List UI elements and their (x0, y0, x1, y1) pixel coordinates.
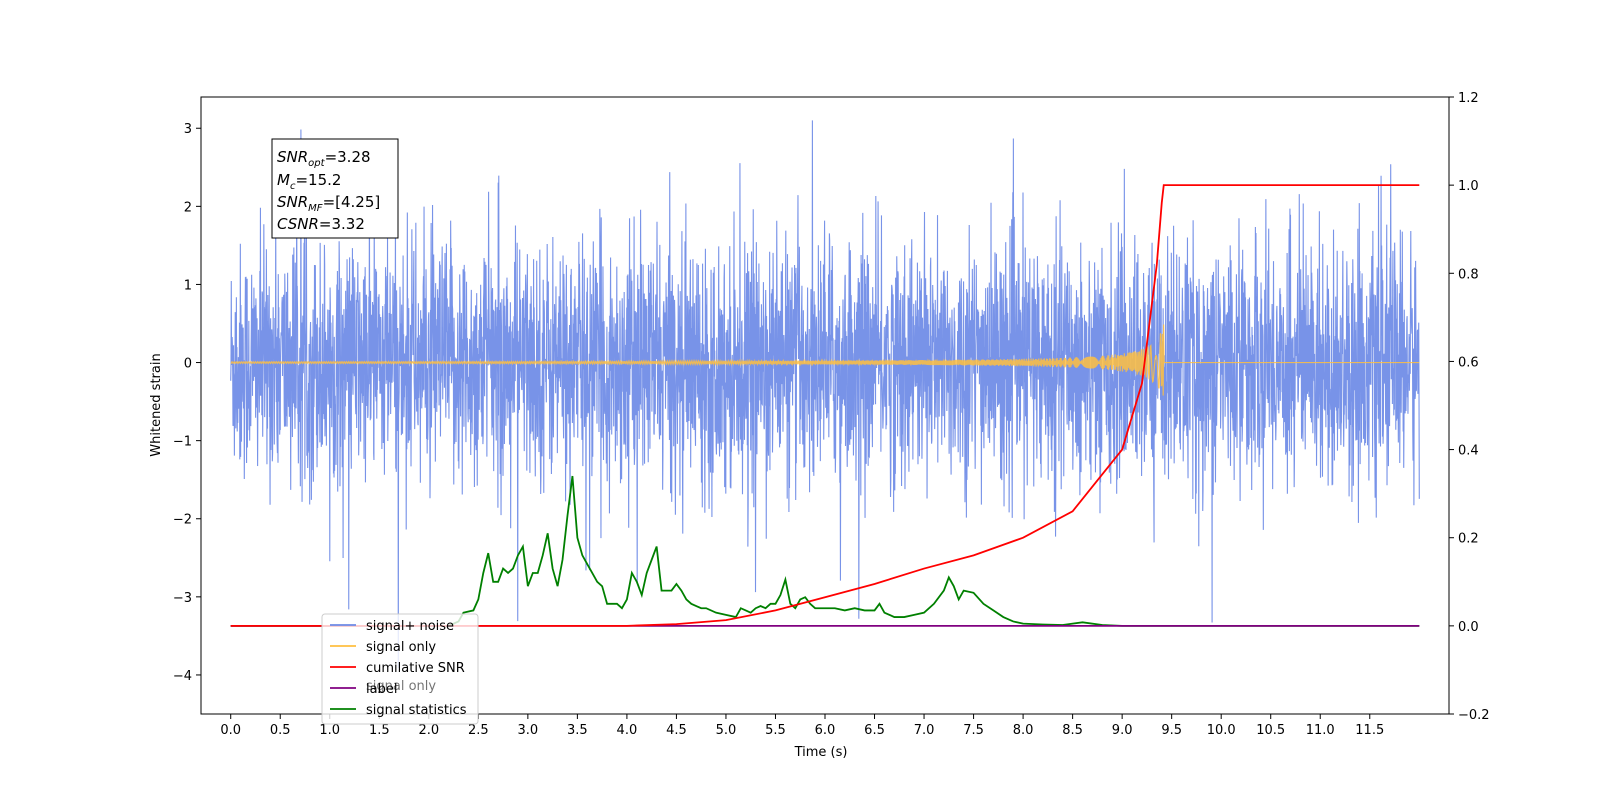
y-tick-label: −2 (173, 513, 192, 528)
x-tick-label: 2.0 (418, 723, 439, 738)
x-axis-label: Time (s) (794, 745, 848, 760)
legend-label-signal-only: signal only (366, 640, 436, 655)
y2-tick-label: 1.2 (1458, 91, 1479, 106)
y-tick-label: −3 (173, 591, 192, 606)
y2-tick-label: 0.8 (1458, 267, 1479, 282)
x-tick-label: 5.0 (716, 723, 737, 738)
annotation-snr-mf: SNRMF=[4.25] (277, 193, 380, 214)
x-tick-label: 9.5 (1161, 723, 1182, 738)
legend-label-label: label (366, 682, 397, 697)
x-tick-label: 10.0 (1207, 723, 1236, 738)
y-tick-label: −1 (173, 435, 192, 450)
annotation-csnr: CSNR=3.32 (277, 215, 365, 233)
y-tick-label: 3 (184, 122, 192, 137)
y-tick-label: 1 (184, 278, 192, 293)
x-tick-label: 10.5 (1256, 723, 1285, 738)
y2-tick-label: 0.0 (1458, 620, 1479, 635)
x-tick-label: 6.0 (815, 723, 836, 738)
x-tick-label: 8.5 (1062, 723, 1083, 738)
annotation-snr-opt: SNRopt=3.28 (277, 148, 371, 169)
x-tick-label: 0.5 (270, 723, 291, 738)
legend-label-signal-statistics: signal statistics (366, 703, 467, 718)
stats-annotation: SNRopt=3.28 Mc=15.2 SNRMF=[4.25] CSNR=3.… (271, 138, 399, 239)
legend-label-cumilative-snr: cumilative SNR (366, 661, 465, 676)
annotation-box (271, 138, 399, 239)
y2-tick-label: 0.6 (1458, 355, 1479, 370)
x-tick-label: 6.5 (864, 723, 885, 738)
series-signal-noise-line (230, 120, 1420, 668)
series-cumilative-snr-line (230, 184, 1420, 627)
x-tick-label: 11.0 (1306, 723, 1335, 738)
x-tick-label: 8.0 (1013, 723, 1034, 738)
x-tick-label: 7.5 (963, 723, 984, 738)
annotation-mc: Mc=15.2 (277, 171, 341, 192)
legend-ghost-label: signal only (366, 679, 436, 694)
y-tick-label: 2 (184, 200, 192, 215)
x-tick-label: 9.0 (1112, 723, 1133, 738)
legend: signal only signal+ noise signal only cu… (321, 613, 479, 725)
y2-tick-label: −0.2 (1458, 708, 1490, 723)
y2-tick-label: 1.0 (1458, 179, 1479, 194)
x-tick-label: 4.5 (666, 723, 687, 738)
legend-label-signal-noise: signal+ noise (366, 619, 454, 634)
y-tick-label: −4 (173, 669, 192, 684)
y-axis-label: Whitened strain (149, 353, 164, 456)
x-tick-label: 7.0 (914, 723, 935, 738)
x-tick-label: 0.0 (220, 723, 241, 738)
x-tick-label: 5.5 (765, 723, 786, 738)
y2-axis-ticks: 1.2 1.0 0.8 0.6 0.4 0.2 0.0 −0.2 (1449, 91, 1490, 723)
x-tick-label: 3.0 (518, 723, 539, 738)
y2-tick-label: 0.4 (1458, 444, 1479, 459)
y2-tick-label: 0.2 (1458, 532, 1479, 547)
series-signal-only-line (230, 324, 1420, 396)
y-axis-ticks: 3 2 1 0 −1 −2 −3 −4 (173, 122, 201, 684)
legend-box (321, 613, 479, 725)
x-axis-ticks: 0.0 0.5 1.0 1.5 2.0 2.5 3.0 3.5 4.0 4.5 5.0 5.5 6.0 6… (220, 714, 1384, 738)
x-tick-label: 1.5 (369, 723, 390, 738)
x-tick-label: 3.5 (567, 723, 588, 738)
x-tick-label: 11.5 (1355, 723, 1384, 738)
x-tick-label: 4.0 (617, 723, 638, 738)
series-signal-statistics-line (230, 475, 1420, 627)
x-tick-label: 1.0 (319, 723, 340, 738)
y-tick-label: 0 (184, 357, 192, 372)
x-tick-label: 2.5 (468, 723, 489, 738)
